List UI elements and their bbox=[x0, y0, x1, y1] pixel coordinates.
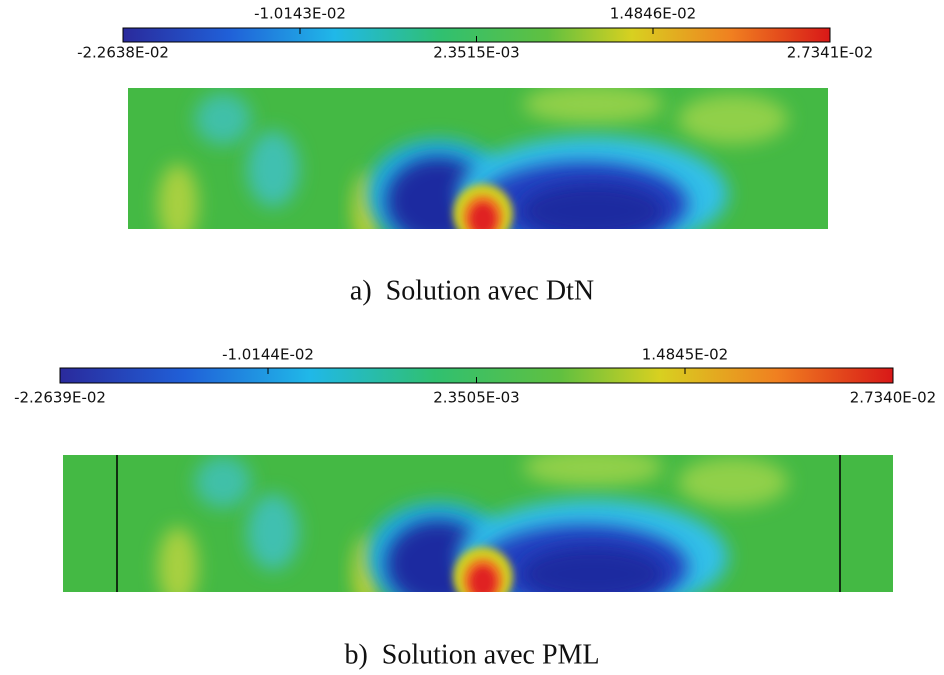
field-plot bbox=[63, 455, 893, 592]
colorbar-label: 2.3515E-03 bbox=[433, 44, 519, 62]
field-blob bbox=[158, 164, 198, 229]
field-blob bbox=[521, 183, 665, 229]
field-blob bbox=[678, 457, 788, 507]
field-blob bbox=[521, 546, 665, 592]
caption: a) Solution avec DtN bbox=[350, 275, 594, 306]
colorbar-label: 2.7340E-02 bbox=[850, 389, 936, 407]
colorbar-label: -1.0144E-02 bbox=[222, 346, 314, 364]
field-blob bbox=[523, 455, 663, 487]
field-blob bbox=[195, 456, 251, 508]
colorbar-label: 1.4846E-02 bbox=[610, 5, 696, 23]
colorbar-label: -1.0143E-02 bbox=[254, 5, 346, 23]
field-blob bbox=[247, 494, 299, 570]
field-plot bbox=[128, 88, 828, 229]
field-blob bbox=[470, 566, 496, 592]
colorbar-label: 2.3505E-03 bbox=[433, 389, 519, 407]
field-blob bbox=[195, 93, 251, 145]
field-blob bbox=[247, 131, 299, 207]
colorbar-label: 1.4845E-02 bbox=[642, 346, 728, 364]
field-blob bbox=[158, 527, 198, 592]
field-blob bbox=[523, 88, 663, 124]
field-blob bbox=[678, 94, 788, 144]
colorbar-label: 2.7341E-02 bbox=[787, 44, 873, 62]
field-blob bbox=[470, 203, 496, 229]
colorbar-label: -2.2639E-02 bbox=[14, 389, 106, 407]
panel: -1.0143E-02 1.4846E-02 -2.2638E-02 2.3515E-… bbox=[77, 5, 873, 307]
colorbar-label: -2.2638E-02 bbox=[77, 44, 169, 62]
panel: -1.0144E-02 1.4845E-02 -2.2639E-02 2.3505E-… bbox=[14, 346, 936, 671]
caption: b) Solution avec PML bbox=[344, 639, 599, 670]
